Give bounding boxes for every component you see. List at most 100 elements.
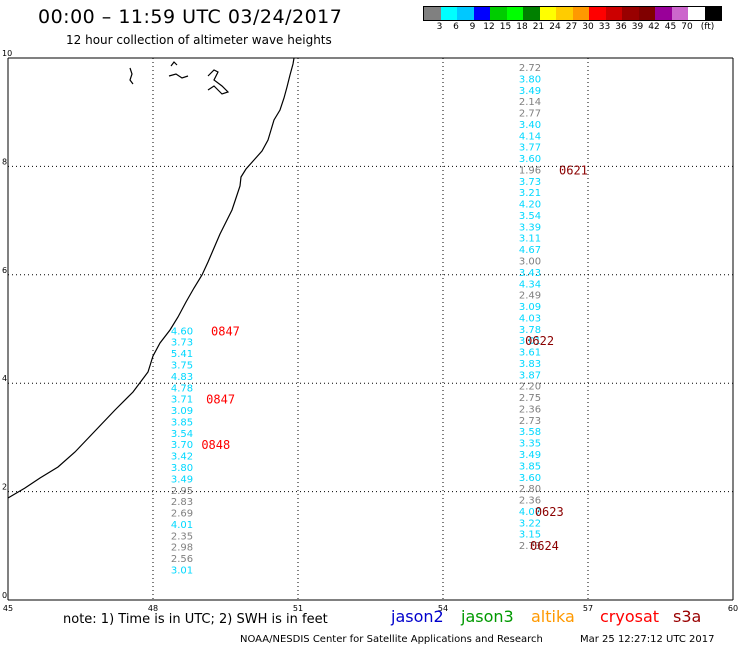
axis-tick-labels: 45 48 51 54 57 60 0 2 4 6 8 10: [2, 49, 738, 613]
color-scale-label: 18: [516, 22, 528, 32]
color-scale-label: 36: [615, 22, 627, 32]
color-scale-label: 42: [648, 22, 660, 32]
wave-height-value: 4.83: [171, 372, 193, 383]
wave-height-value: 3.60: [519, 154, 541, 165]
wave-height-value: 2.49: [519, 291, 541, 302]
pass-time-labels: 0847 0847 0848 0621 0622 0623 0624: [201, 163, 588, 553]
wave-height-value: 2.69: [171, 509, 193, 520]
color-scale-label: 39: [631, 22, 644, 32]
wave-height-value: 2.95: [171, 486, 193, 497]
wave-height-value: 3.73: [171, 337, 193, 348]
wave-height-value: 2.77: [519, 109, 541, 120]
map-subtitle: 12 hour collection of altimeter wave hei…: [66, 33, 332, 47]
pass-time-label: 0622: [525, 334, 554, 348]
wave-height-value: 3.83: [519, 359, 541, 370]
wave-height-value: 2.80: [519, 484, 541, 495]
island-outline: [170, 61, 178, 67]
wave-height-value: 3.58: [519, 427, 541, 438]
wave-height-value: 2.75: [519, 393, 541, 404]
wave-height-value: 3.00: [519, 257, 541, 268]
lat-tick-label: 2: [2, 483, 7, 492]
color-scale-label: 27: [565, 22, 578, 32]
color-swatch: [572, 7, 589, 20]
lat-tick-label: 10: [2, 49, 12, 58]
coastline: [7, 57, 295, 499]
lon-tick-label: 45: [3, 604, 13, 613]
wave-height-value: 3.85: [519, 461, 541, 472]
lat-tick-label: 6: [2, 266, 7, 275]
wave-height-value: 2.56: [171, 554, 193, 565]
wave-height-value: 3.40: [519, 120, 541, 131]
lat-tick-label: 0: [2, 591, 7, 600]
wave-height-value: 2.36: [519, 496, 541, 507]
wave-height-value: 3.78: [519, 325, 541, 336]
color-swatch: [490, 7, 507, 20]
island-outline: [168, 73, 189, 79]
wave-height-value: 2.83: [171, 497, 193, 508]
pass-time-label: 0847: [211, 324, 240, 338]
color-swatch: [424, 7, 441, 20]
credit-line: NOAA/NESDIS Center for Satellite Applica…: [240, 634, 543, 645]
wave-height-value: 3.22: [519, 518, 541, 529]
wave-height-value: 3.09: [171, 406, 193, 417]
lat-tick-label: 4: [2, 374, 7, 383]
wave-height-value: 4.67: [519, 245, 541, 256]
satellite-legend-s3a: s3a: [673, 607, 702, 626]
satellite-legend-jason2: jason2: [391, 607, 444, 626]
wave-height-value: 3.77: [519, 143, 541, 154]
color-swatch: [457, 7, 474, 20]
satellite-legend-altika: altika: [531, 607, 575, 626]
wave-height-value: 3.71: [171, 395, 193, 406]
wave-height-value: 3.49: [519, 450, 541, 461]
lon-tick-label: 54: [438, 604, 448, 613]
wave-height-value: 3.87: [519, 370, 541, 381]
pass-time-label: 0847: [206, 393, 235, 407]
color-scale-bar: [423, 6, 722, 21]
pass-time-label: 0621: [559, 163, 588, 177]
wave-height-value: 3.15: [519, 530, 541, 541]
color-swatch: [523, 7, 540, 20]
color-swatch: [655, 7, 672, 20]
lon-tick-label: 48: [148, 604, 158, 613]
wave-height-value: 3.21: [519, 188, 541, 199]
wave-height-value: 2.73: [519, 416, 541, 427]
color-scale-label: 24: [549, 22, 561, 32]
island-outline: [207, 69, 230, 95]
wave-height-value: 2.14: [519, 97, 541, 108]
color-scale-label: 12: [483, 22, 495, 32]
wave-height-value: 3.85: [171, 417, 193, 428]
wave-height-value: 3.61: [519, 348, 541, 359]
wave-height-value: 2.72: [519, 63, 541, 74]
color-scale-label: 45: [664, 22, 677, 32]
wave-height-value: 3.42: [171, 452, 193, 463]
wave-height-value: 4.03: [519, 313, 541, 324]
lon-tick-label: 60: [728, 604, 738, 613]
wave-height-value: 3.80: [519, 74, 541, 85]
color-swatch: [622, 7, 639, 20]
color-swatch: [688, 7, 705, 20]
wave-height-value: 4.78: [171, 383, 193, 394]
wave-height-value: 3.73: [519, 177, 541, 188]
wave-height-value: 4.60: [171, 326, 193, 337]
color-swatch: [473, 7, 490, 20]
color-swatch: [704, 7, 721, 20]
color-swatch: [671, 7, 688, 20]
wave-height-value: 3.49: [519, 86, 541, 97]
wave-height-value: 5.41: [171, 349, 193, 360]
wave-height-value: 3.49: [171, 474, 193, 485]
wave-height-value: 4.14: [519, 131, 541, 142]
color-swatch: [605, 7, 622, 20]
wave-height-values: 4.603.735.413.754.834.783.713.093.853.54…: [171, 63, 541, 576]
wave-height-value: 4.34: [519, 279, 541, 290]
color-swatch: [506, 7, 523, 20]
color-scale-label: 6: [453, 22, 459, 32]
wave-height-value: 3.09: [519, 302, 541, 313]
color-scale-label: 9: [469, 22, 476, 32]
satellite-legend-cryosat: cryosat: [600, 607, 660, 626]
color-swatch: [638, 7, 655, 20]
wave-height-value: 3.35: [519, 439, 541, 450]
wave-height-value: 3.01: [171, 565, 193, 576]
wave-height-value: 3.70: [171, 440, 193, 451]
color-swatch: [440, 7, 457, 20]
